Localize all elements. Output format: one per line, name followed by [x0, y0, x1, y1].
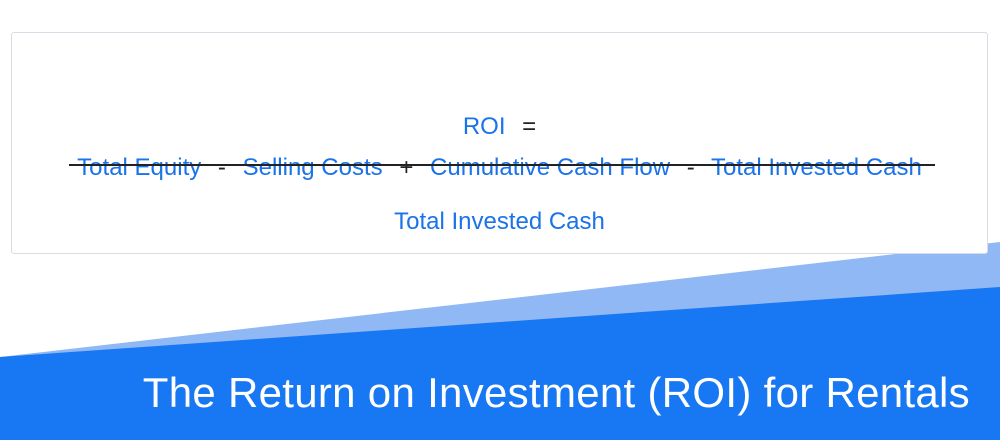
fraction-line: [69, 164, 935, 166]
roi-label: ROI: [462, 113, 506, 140]
operator-minus: -: [217, 154, 226, 181]
formula-lhs-row: ROI =: [12, 113, 987, 141]
formula-card: ROI = Total Equity - Selling Costs + Cum…: [11, 32, 988, 254]
numerator-term-total-equity: Total Equity: [77, 154, 202, 181]
numerator-term-total-invested-cash: Total Invested Cash: [711, 154, 922, 181]
formula-denominator: Total Invested Cash: [394, 208, 605, 235]
formula-numerator: Total Equity - Selling Costs + Cumulativ…: [67, 154, 932, 182]
numerator-term-cumulative-cash-flow: Cumulative Cash Flow: [430, 154, 671, 181]
operator-plus: +: [399, 154, 414, 181]
banner-title: The Return on Investment (ROI) for Renta…: [142, 369, 970, 416]
numerator-term-selling-costs: Selling Costs: [242, 154, 383, 181]
blue-wedge: [0, 287, 1000, 440]
operator-minus: -: [686, 154, 695, 181]
equals-sign: =: [522, 113, 537, 140]
